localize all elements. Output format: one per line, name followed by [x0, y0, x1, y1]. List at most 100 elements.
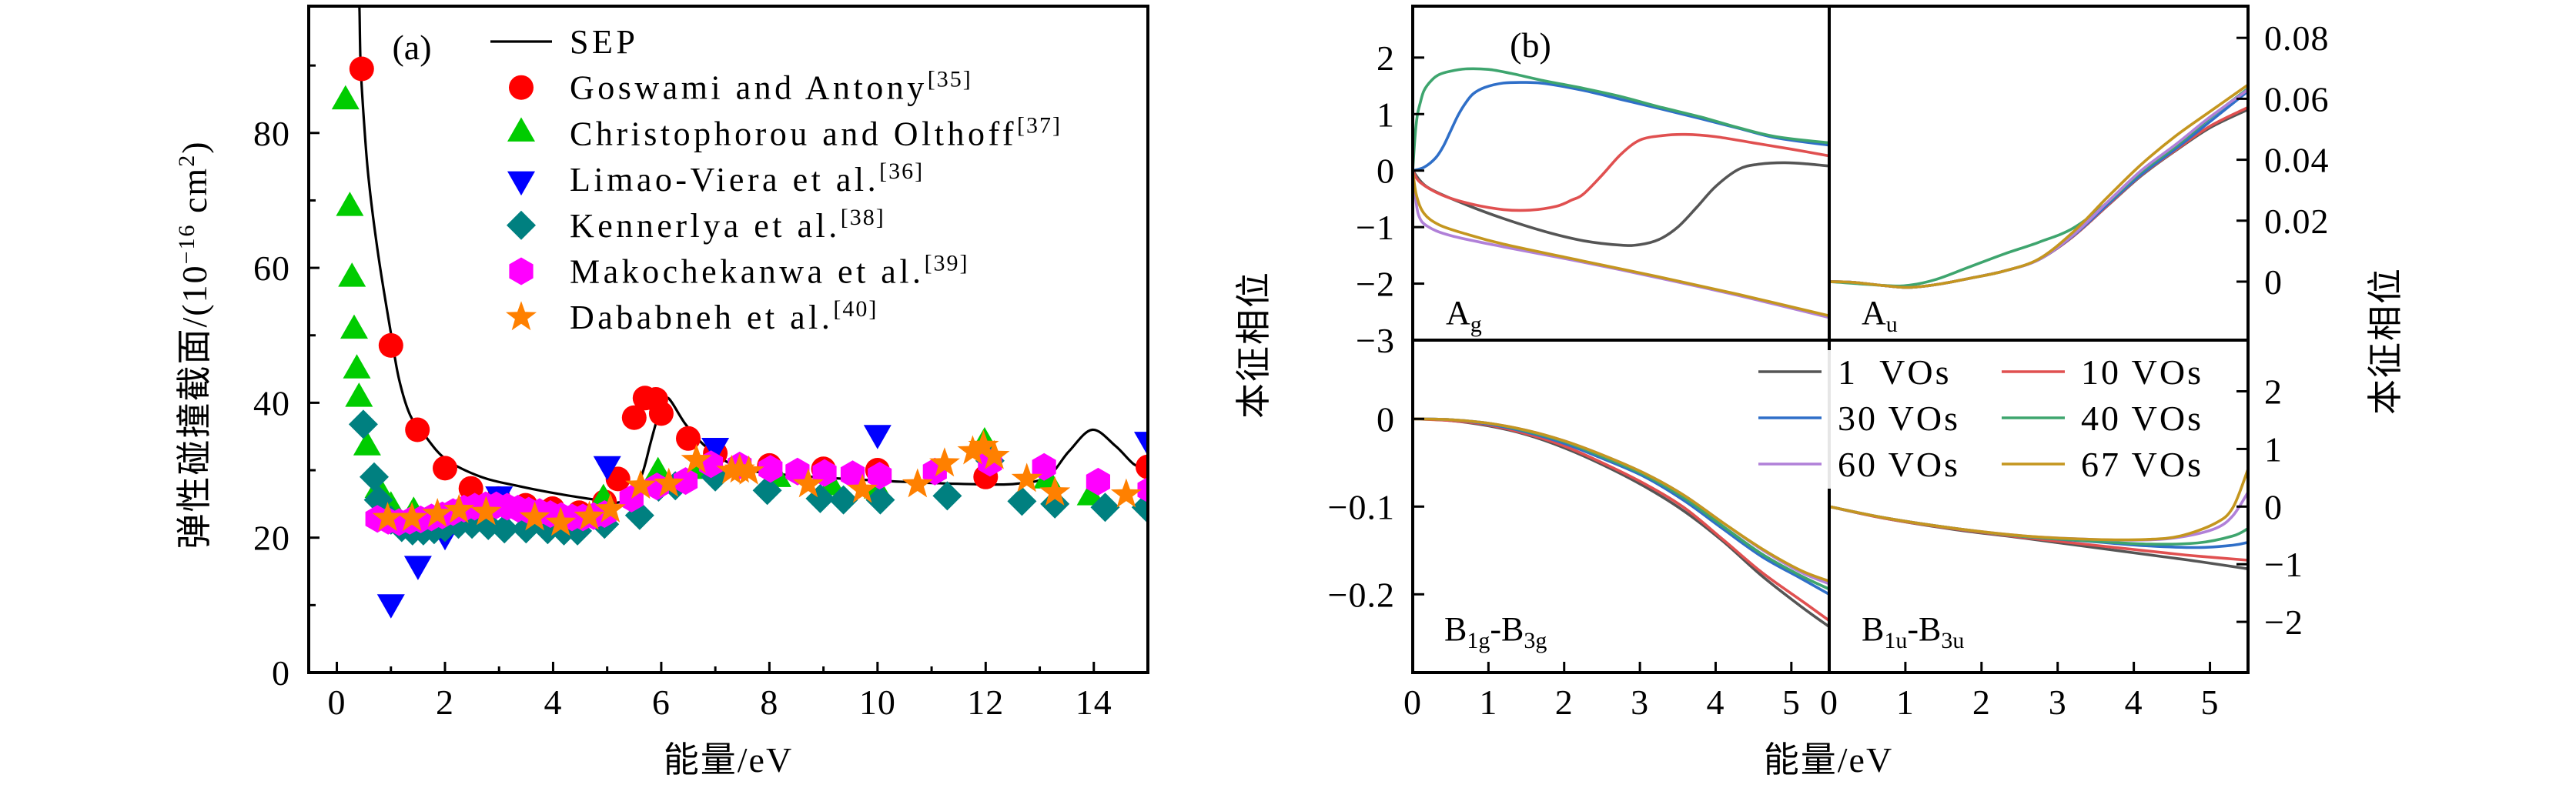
legend-item: 40 VOs [2002, 399, 2203, 438]
curve-1-vos [1413, 161, 1829, 247]
christophorou-and-olthoff-point [343, 354, 371, 379]
christophorou-and-olthoff-point [338, 262, 366, 287]
x-tick-label: 1 [1896, 683, 1915, 722]
dababneh-et-al-point [372, 502, 403, 532]
panel-label: (a) [392, 28, 431, 67]
goswami-and-antony-point [433, 456, 457, 481]
limao-viera-et-al-point [863, 425, 892, 449]
kennerlya-et-al-point [360, 462, 389, 492]
kennerlya-et-al-point [932, 481, 962, 511]
y-tick-label: 0 [272, 653, 290, 693]
legend-b: 1 VOs 10 VOs 30 VOs 40 VOs 60 VOs 67 VOs [1746, 350, 2233, 489]
y-tick-label: −3 [1356, 321, 1395, 360]
x-tick-label: 4 [544, 683, 562, 722]
x-tick-label: 2 [1972, 683, 1991, 722]
legend-label: 10 VOs [2081, 352, 2203, 392]
legend-label: Kennerlya et al.[38] [570, 205, 885, 245]
legend-item: Makochekanwa et al.[39] [509, 251, 969, 291]
plot-area [1413, 417, 1829, 629]
kennerlya-et-al-point [490, 514, 520, 544]
dababneh-et-al-point [979, 439, 1010, 469]
y-tick-label: 0.08 [2264, 18, 2330, 58]
panel-label: (b) [1510, 25, 1551, 65]
makochekanwa-et-al-point [758, 455, 783, 483]
plot-frame-a [307, 5, 1149, 674]
y-axis-title: 弹性碰撞截面/(10−16 cm2) [174, 140, 214, 549]
legend-label-reference: [36] [879, 159, 924, 184]
axis-ticks-a [309, 64, 1096, 674]
text-segment: B [1444, 610, 1467, 648]
legend-label: 67 VOs [2081, 445, 2203, 484]
dababneh-et-al-point [625, 469, 657, 499]
kennerlya-et-al-point [1040, 489, 1070, 519]
goswami-and-antony-point [405, 417, 430, 442]
limao-viera-et-al-point [376, 594, 405, 619]
text-segment: B [1862, 610, 1884, 648]
legend-item: SEP [490, 23, 638, 61]
legend-label-reference: [38] [841, 205, 885, 230]
dababneh-et-al-point [594, 492, 626, 523]
x-tick-label: 0 [1403, 683, 1422, 722]
goswami-and-antony-point [378, 332, 403, 358]
series-dababneh-et-al [372, 429, 1142, 536]
curve-67-vos [1829, 467, 2248, 542]
legend-label: Christophorou and Olthoff[37] [570, 112, 1062, 152]
curve-10-vos [1413, 132, 1829, 212]
y-tick-label: 40 [253, 383, 290, 422]
y-tick-label: 80 [253, 114, 290, 153]
dababneh-et-al-point [902, 468, 933, 498]
legend-label-name: SEP [570, 23, 638, 61]
legend-item: Goswami and Antony[35] [509, 67, 972, 107]
limao-viera-et-al-point [701, 438, 730, 462]
y-tick-label: 0.02 [2264, 202, 2330, 241]
y-tick-label: −2 [2264, 603, 2303, 642]
goswami-and-antony-point [648, 401, 674, 426]
legend-label-name: Goswami and Antony [570, 69, 928, 107]
dababneh-et-al-point [681, 443, 712, 473]
goswami-and-antony-point [1136, 454, 1148, 479]
legend-label-reference: [39] [925, 251, 969, 276]
curve-30-vos [1413, 81, 1829, 172]
legend-label: Limao-Viera et al.[36] [570, 159, 924, 199]
plot-area [1829, 467, 2248, 570]
x-tick-label: 0 [328, 683, 346, 722]
goswami-and-antony-point [676, 426, 701, 451]
dababneh-et-al-point [957, 435, 989, 465]
curve-67-vos [1829, 83, 2248, 289]
legend-label: 40 VOs [2081, 399, 2203, 438]
y-tick-label: 0 [1377, 152, 1395, 191]
legend-label-reference: [37] [1017, 112, 1062, 138]
subscript: 1u [1884, 628, 1907, 653]
makochekanwa-et-al-point [868, 462, 892, 490]
superscript: −16 [174, 224, 199, 265]
legend-label: SEP [570, 23, 638, 61]
christophorou-and-olthoff-point [345, 382, 373, 407]
x-tick-label: 3 [2049, 683, 2067, 722]
kennerlya-et-al-point [1090, 492, 1120, 523]
legend-item: 30 VOs [1758, 399, 1958, 438]
x-tick-label: 8 [760, 683, 778, 722]
axis-ticks: −3 −2 −1 0 1 2 [1356, 38, 1424, 360]
dababneh-et-al-point [545, 506, 577, 536]
y-tick-label: −1 [2264, 545, 2303, 584]
christophorou-and-olthoff-point [336, 192, 364, 216]
x-axis-title: 能量/eV [664, 740, 793, 780]
text-segment: ) [175, 140, 214, 153]
christophorou-and-olthoff-point [340, 314, 368, 339]
legend-label-reference: [35] [928, 67, 972, 92]
text-segment: A [1446, 294, 1470, 332]
x-tick-label: 3 [1631, 683, 1649, 722]
subscript: g [1470, 312, 1482, 337]
legend-marker-limao-viera-et-al [507, 171, 535, 196]
limao-viera-et-al-point [593, 456, 621, 481]
text-segment: -B [1907, 610, 1941, 648]
legend-label: Goswami and Antony[35] [570, 67, 972, 107]
dababneh-et-al-point [1039, 476, 1071, 506]
legend-label-name: Kennerlya et al. [570, 207, 841, 245]
y-tick-label: 0 [2264, 262, 2283, 302]
panel-a-elastic-cross-section: 0 2 4 6 8 10 12 14 0 20 40 60 80 能量/eV 弹性碰撞截面/(10−16 c… [174, 5, 1149, 780]
y-tick-label: −1 [1356, 208, 1395, 247]
makochekanwa-et-al-point [840, 460, 865, 489]
goswami-and-antony-point [621, 405, 647, 430]
legend-label-reference: [40] [833, 296, 878, 322]
